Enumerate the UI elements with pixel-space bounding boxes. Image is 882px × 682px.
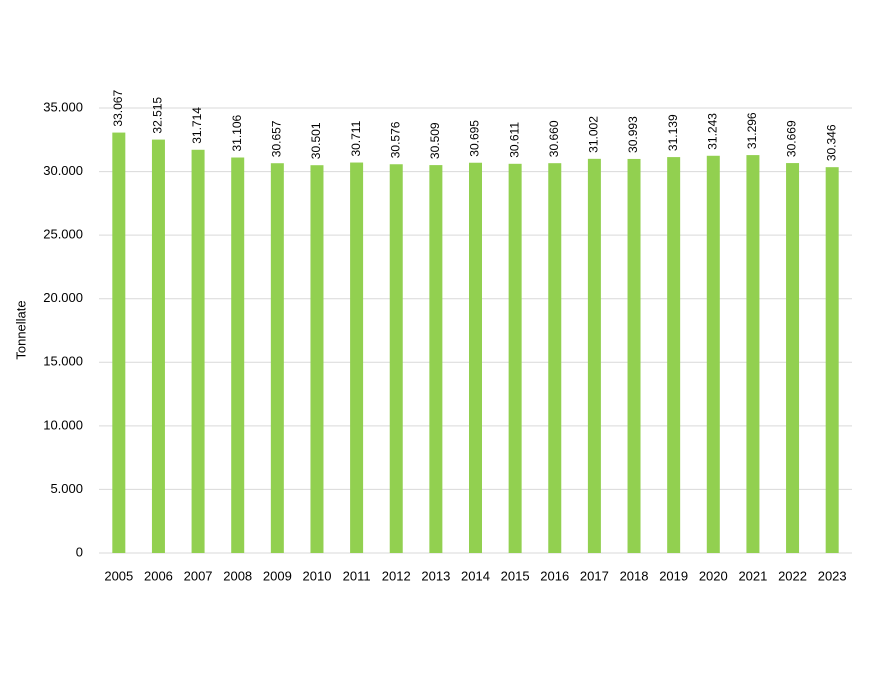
bar	[508, 163, 522, 554]
data-label: 30.611	[507, 122, 521, 158]
bar	[548, 163, 562, 553]
data-label: 30.993	[626, 116, 640, 153]
bar	[627, 158, 641, 553]
bar	[350, 162, 364, 554]
y-tick-label: 5.000	[50, 481, 83, 496]
bar	[587, 158, 601, 553]
data-label: 33.067	[111, 90, 125, 127]
x-tick-label: 2021	[738, 568, 767, 583]
y-tick-label: 35.000	[43, 99, 83, 114]
x-tick-label: 2011	[343, 568, 371, 583]
x-tick-label: 2009	[263, 568, 292, 583]
x-tick-label: 2016	[540, 568, 569, 583]
bar	[667, 157, 681, 554]
bar	[469, 162, 482, 554]
bar	[310, 165, 324, 553]
data-label: 30.711	[349, 120, 363, 156]
x-tick-label: 2013	[421, 568, 450, 583]
x-tick-label: 2023	[818, 568, 847, 583]
data-label: 30.657	[270, 120, 284, 157]
data-label: 30.346	[824, 124, 838, 161]
y-tick-label: 10.000	[43, 417, 83, 432]
x-tick-label: 2014	[461, 568, 490, 583]
x-tick-label: 2018	[620, 568, 649, 583]
data-label: 31.243	[705, 113, 719, 150]
bar	[191, 149, 205, 553]
y-tick-label: 20.000	[43, 290, 83, 305]
x-tick-label: 2022	[778, 568, 807, 583]
x-tick-label: 2008	[223, 568, 252, 583]
y-tick-label: 0	[76, 544, 83, 559]
data-label: 30.660	[547, 120, 561, 157]
x-tick-label: 2012	[382, 568, 411, 583]
y-tick-label: 25.000	[43, 227, 83, 242]
y-tick-label: 30.000	[43, 163, 83, 178]
data-label: 31.714	[190, 107, 204, 144]
bar	[112, 132, 126, 553]
y-axis-label: Tonnellate	[13, 300, 28, 359]
data-label: 31.296	[745, 112, 759, 149]
bar	[429, 165, 443, 553]
bar	[786, 163, 800, 554]
x-tick-label: 2017	[580, 568, 609, 583]
bar	[270, 163, 284, 553]
data-label: 30.501	[309, 122, 323, 159]
bar	[825, 167, 839, 553]
x-tick-label: 2019	[659, 568, 688, 583]
x-tick-label: 2010	[303, 568, 332, 583]
data-label: 32.515	[151, 97, 165, 134]
x-tick-label: 2006	[144, 568, 173, 583]
data-label: 31.139	[666, 114, 680, 151]
data-label: 31.002	[587, 116, 601, 153]
y-tick-label: 15.000	[43, 354, 83, 369]
data-label: 30.509	[428, 122, 442, 159]
bar	[231, 157, 245, 553]
data-label: 30.695	[468, 120, 482, 157]
bar	[746, 155, 760, 553]
data-label: 30.669	[785, 120, 799, 157]
x-tick-label: 2005	[104, 568, 133, 583]
data-label: 30.576	[388, 121, 402, 158]
bar	[706, 155, 720, 553]
x-tick-label: 2020	[699, 568, 728, 583]
bar	[389, 164, 403, 554]
data-label: 31.106	[230, 114, 244, 151]
bar	[151, 139, 165, 553]
x-tick-label: 2007	[184, 568, 213, 583]
x-tick-label: 2015	[501, 568, 530, 583]
